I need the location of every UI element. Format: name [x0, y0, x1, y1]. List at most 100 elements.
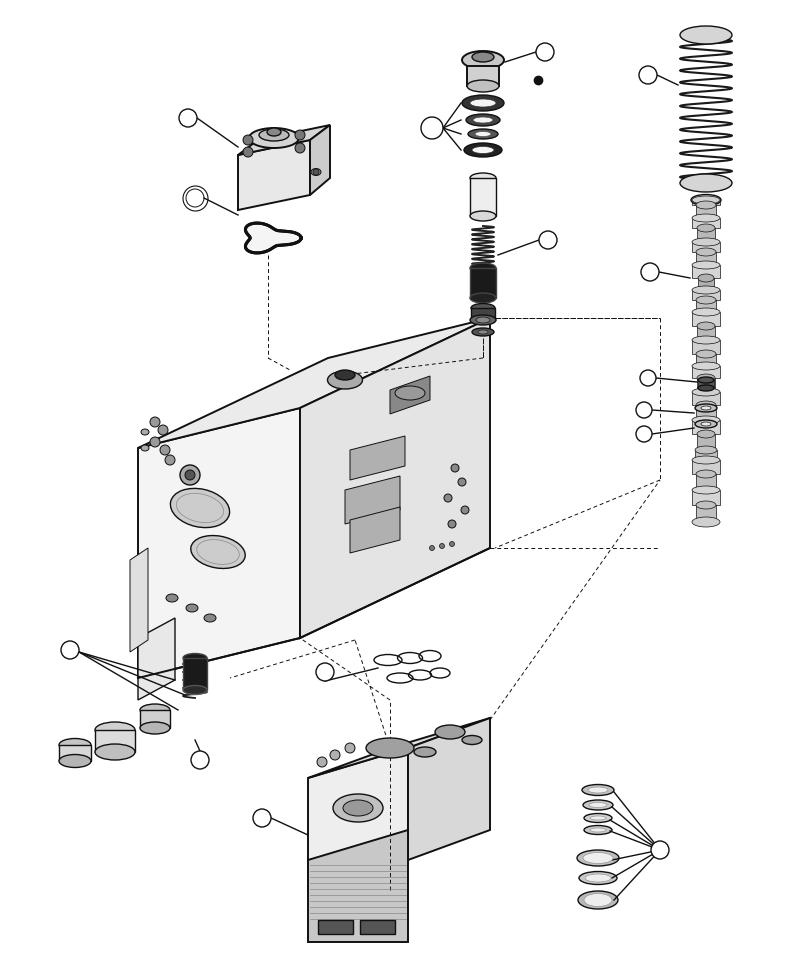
- Bar: [696, 474, 716, 490]
- Ellipse shape: [166, 594, 178, 602]
- Ellipse shape: [697, 430, 715, 438]
- Circle shape: [421, 117, 443, 139]
- Circle shape: [440, 543, 444, 549]
- Ellipse shape: [249, 128, 299, 148]
- Circle shape: [636, 426, 652, 442]
- Ellipse shape: [470, 173, 496, 183]
- Circle shape: [640, 370, 656, 386]
- Bar: [697, 434, 715, 450]
- Bar: [696, 405, 716, 420]
- Ellipse shape: [170, 489, 230, 528]
- Ellipse shape: [311, 168, 321, 175]
- Ellipse shape: [577, 850, 619, 866]
- Ellipse shape: [472, 146, 494, 154]
- Circle shape: [317, 757, 327, 767]
- Circle shape: [451, 464, 459, 472]
- Ellipse shape: [466, 114, 500, 126]
- Ellipse shape: [478, 330, 488, 334]
- Ellipse shape: [579, 871, 617, 885]
- Polygon shape: [345, 476, 400, 524]
- Bar: [59, 745, 91, 761]
- Ellipse shape: [695, 404, 717, 412]
- Polygon shape: [350, 507, 400, 553]
- Circle shape: [243, 147, 253, 157]
- Ellipse shape: [140, 704, 170, 716]
- Ellipse shape: [588, 787, 608, 793]
- Polygon shape: [408, 718, 490, 860]
- Ellipse shape: [472, 52, 494, 62]
- Polygon shape: [310, 125, 330, 195]
- Ellipse shape: [695, 420, 717, 428]
- Ellipse shape: [95, 744, 135, 760]
- Ellipse shape: [473, 117, 493, 123]
- Ellipse shape: [584, 813, 612, 823]
- Bar: [698, 278, 714, 290]
- Ellipse shape: [698, 377, 714, 383]
- Ellipse shape: [584, 893, 612, 906]
- Ellipse shape: [696, 401, 716, 409]
- Ellipse shape: [697, 224, 715, 232]
- Ellipse shape: [468, 129, 498, 139]
- Ellipse shape: [435, 725, 465, 739]
- Ellipse shape: [692, 388, 720, 396]
- Ellipse shape: [471, 304, 495, 313]
- Ellipse shape: [475, 132, 491, 136]
- Ellipse shape: [696, 248, 716, 256]
- Ellipse shape: [680, 174, 732, 192]
- Bar: [696, 252, 716, 265]
- Ellipse shape: [59, 739, 91, 751]
- Ellipse shape: [59, 754, 91, 768]
- Ellipse shape: [692, 486, 720, 494]
- Bar: [692, 340, 720, 354]
- Ellipse shape: [698, 385, 714, 391]
- Ellipse shape: [470, 263, 496, 273]
- Bar: [318, 920, 353, 934]
- Polygon shape: [308, 830, 408, 942]
- Ellipse shape: [696, 350, 716, 358]
- Bar: [692, 392, 720, 405]
- Bar: [696, 505, 716, 522]
- Polygon shape: [308, 718, 490, 778]
- Ellipse shape: [472, 328, 494, 336]
- Ellipse shape: [141, 445, 149, 451]
- Polygon shape: [238, 140, 310, 210]
- Circle shape: [458, 478, 466, 486]
- Ellipse shape: [692, 214, 720, 222]
- Ellipse shape: [462, 51, 504, 69]
- Bar: [692, 460, 720, 474]
- Circle shape: [639, 66, 657, 84]
- Bar: [696, 300, 716, 312]
- Ellipse shape: [470, 211, 496, 221]
- Polygon shape: [308, 748, 408, 890]
- Polygon shape: [246, 223, 301, 253]
- Ellipse shape: [476, 317, 490, 323]
- Bar: [697, 378, 715, 392]
- Ellipse shape: [191, 535, 246, 568]
- Ellipse shape: [680, 26, 732, 44]
- Ellipse shape: [701, 406, 711, 410]
- Ellipse shape: [589, 802, 607, 807]
- Circle shape: [295, 130, 305, 140]
- Bar: [470, 268, 496, 298]
- Bar: [470, 178, 496, 216]
- Circle shape: [330, 750, 340, 760]
- Ellipse shape: [695, 446, 717, 454]
- Polygon shape: [138, 618, 175, 700]
- Ellipse shape: [186, 604, 198, 612]
- Bar: [697, 228, 715, 242]
- Ellipse shape: [696, 201, 716, 209]
- Ellipse shape: [462, 736, 482, 744]
- Ellipse shape: [692, 308, 720, 316]
- Ellipse shape: [204, 614, 216, 622]
- Bar: [140, 710, 170, 728]
- Circle shape: [651, 841, 669, 859]
- Circle shape: [444, 494, 452, 502]
- Ellipse shape: [701, 422, 711, 426]
- Ellipse shape: [692, 238, 720, 246]
- Bar: [183, 658, 207, 690]
- Ellipse shape: [590, 828, 606, 832]
- Bar: [692, 490, 720, 505]
- Ellipse shape: [95, 722, 135, 738]
- Ellipse shape: [698, 274, 714, 282]
- Circle shape: [61, 641, 79, 659]
